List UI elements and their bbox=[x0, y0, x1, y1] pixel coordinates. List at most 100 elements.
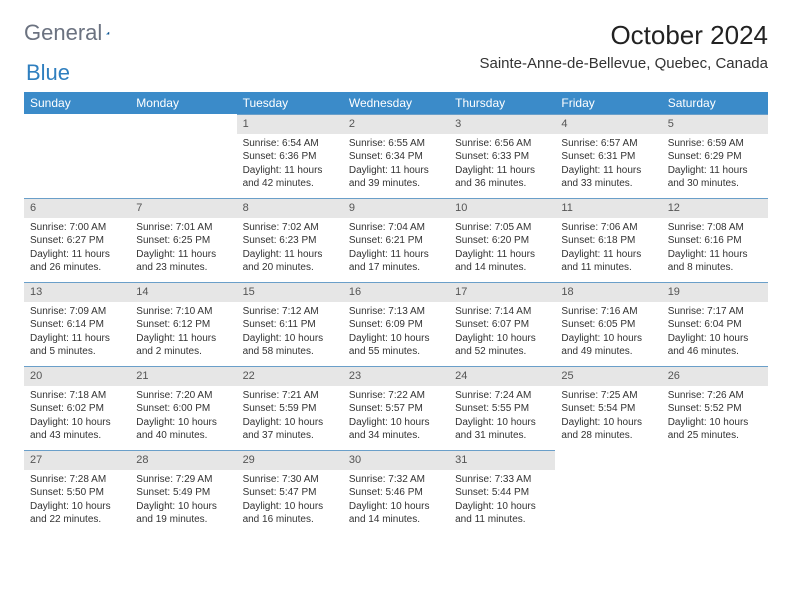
sunrise-text: Sunrise: 6:59 AM bbox=[668, 137, 762, 151]
day-details: Sunrise: 7:14 AMSunset: 6:07 PMDaylight:… bbox=[449, 302, 555, 362]
day-number: 27 bbox=[24, 450, 130, 470]
sunset-text: Sunset: 6:29 PM bbox=[668, 150, 762, 164]
calendar-day-cell: 2Sunrise: 6:55 AMSunset: 6:34 PMDaylight… bbox=[343, 114, 449, 198]
sunset-text: Sunset: 6:16 PM bbox=[668, 234, 762, 248]
sunrise-text: Sunrise: 7:30 AM bbox=[243, 473, 337, 487]
sunset-text: Sunset: 5:54 PM bbox=[561, 402, 655, 416]
day-details: Sunrise: 7:13 AMSunset: 6:09 PMDaylight:… bbox=[343, 302, 449, 362]
calendar-day-cell: 20Sunrise: 7:18 AMSunset: 6:02 PMDayligh… bbox=[24, 366, 130, 450]
day-details: Sunrise: 7:08 AMSunset: 6:16 PMDaylight:… bbox=[662, 218, 768, 278]
day-number: 5 bbox=[662, 114, 768, 134]
sunrise-text: Sunrise: 6:57 AM bbox=[561, 137, 655, 151]
month-title: October 2024 bbox=[479, 20, 768, 51]
day-details: Sunrise: 7:00 AMSunset: 6:27 PMDaylight:… bbox=[24, 218, 130, 278]
sunrise-text: Sunrise: 7:10 AM bbox=[136, 305, 230, 319]
day-number: 12 bbox=[662, 198, 768, 218]
sunset-text: Sunset: 5:46 PM bbox=[349, 486, 443, 500]
sunset-text: Sunset: 6:14 PM bbox=[30, 318, 124, 332]
day-number: 20 bbox=[24, 366, 130, 386]
day-number: 9 bbox=[343, 198, 449, 218]
calendar-day-cell: 6Sunrise: 7:00 AMSunset: 6:27 PMDaylight… bbox=[24, 198, 130, 282]
daylight-text: Daylight: 10 hours and 34 minutes. bbox=[349, 416, 443, 443]
day-number: 28 bbox=[130, 450, 236, 470]
calendar-day-cell: 18Sunrise: 7:16 AMSunset: 6:05 PMDayligh… bbox=[555, 282, 661, 366]
calendar-week-row: 6Sunrise: 7:00 AMSunset: 6:27 PMDaylight… bbox=[24, 198, 768, 282]
sunrise-text: Sunrise: 7:14 AM bbox=[455, 305, 549, 319]
calendar-day-cell: 31Sunrise: 7:33 AMSunset: 5:44 PMDayligh… bbox=[449, 450, 555, 534]
sunset-text: Sunset: 5:52 PM bbox=[668, 402, 762, 416]
day-details: Sunrise: 6:57 AMSunset: 6:31 PMDaylight:… bbox=[555, 134, 661, 194]
sunset-text: Sunset: 6:04 PM bbox=[668, 318, 762, 332]
sunrise-text: Sunrise: 7:12 AM bbox=[243, 305, 337, 319]
calendar-day-cell: 21Sunrise: 7:20 AMSunset: 6:00 PMDayligh… bbox=[130, 366, 236, 450]
calendar-body: 1Sunrise: 6:54 AMSunset: 6:36 PMDaylight… bbox=[24, 114, 768, 534]
calendar-day-cell bbox=[662, 450, 768, 534]
calendar-day-cell: 12Sunrise: 7:08 AMSunset: 6:16 PMDayligh… bbox=[662, 198, 768, 282]
calendar-day-cell: 9Sunrise: 7:04 AMSunset: 6:21 PMDaylight… bbox=[343, 198, 449, 282]
day-details: Sunrise: 7:28 AMSunset: 5:50 PMDaylight:… bbox=[24, 470, 130, 530]
title-block: October 2024 Sainte-Anne-de-Bellevue, Qu… bbox=[479, 20, 768, 78]
sunset-text: Sunset: 6:33 PM bbox=[455, 150, 549, 164]
sunset-text: Sunset: 6:31 PM bbox=[561, 150, 655, 164]
day-details: Sunrise: 7:17 AMSunset: 6:04 PMDaylight:… bbox=[662, 302, 768, 362]
logo-text-1: General bbox=[24, 20, 102, 46]
calendar-day-cell: 17Sunrise: 7:14 AMSunset: 6:07 PMDayligh… bbox=[449, 282, 555, 366]
sunrise-text: Sunrise: 7:25 AM bbox=[561, 389, 655, 403]
day-details: Sunrise: 6:59 AMSunset: 6:29 PMDaylight:… bbox=[662, 134, 768, 194]
sunrise-text: Sunrise: 7:00 AM bbox=[30, 221, 124, 235]
day-details: Sunrise: 7:12 AMSunset: 6:11 PMDaylight:… bbox=[237, 302, 343, 362]
weekday-header: Friday bbox=[555, 92, 661, 114]
sunrise-text: Sunrise: 7:17 AM bbox=[668, 305, 762, 319]
daylight-text: Daylight: 10 hours and 22 minutes. bbox=[30, 500, 124, 527]
sunrise-text: Sunrise: 7:21 AM bbox=[243, 389, 337, 403]
sunrise-text: Sunrise: 7:20 AM bbox=[136, 389, 230, 403]
sunrise-text: Sunrise: 7:24 AM bbox=[455, 389, 549, 403]
calendar-day-cell bbox=[130, 114, 236, 198]
calendar-day-cell: 3Sunrise: 6:56 AMSunset: 6:33 PMDaylight… bbox=[449, 114, 555, 198]
calendar-day-cell: 19Sunrise: 7:17 AMSunset: 6:04 PMDayligh… bbox=[662, 282, 768, 366]
sunrise-text: Sunrise: 7:22 AM bbox=[349, 389, 443, 403]
sunset-text: Sunset: 6:12 PM bbox=[136, 318, 230, 332]
sunset-text: Sunset: 6:34 PM bbox=[349, 150, 443, 164]
sunrise-text: Sunrise: 7:02 AM bbox=[243, 221, 337, 235]
weekday-header: Saturday bbox=[662, 92, 768, 114]
sunrise-text: Sunrise: 7:04 AM bbox=[349, 221, 443, 235]
sunrise-text: Sunrise: 6:55 AM bbox=[349, 137, 443, 151]
sunset-text: Sunset: 6:27 PM bbox=[30, 234, 124, 248]
day-details: Sunrise: 7:33 AMSunset: 5:44 PMDaylight:… bbox=[449, 470, 555, 530]
weekday-header: Monday bbox=[130, 92, 236, 114]
day-number: 24 bbox=[449, 366, 555, 386]
daylight-text: Daylight: 10 hours and 49 minutes. bbox=[561, 332, 655, 359]
day-details: Sunrise: 7:04 AMSunset: 6:21 PMDaylight:… bbox=[343, 218, 449, 278]
sunset-text: Sunset: 6:07 PM bbox=[455, 318, 549, 332]
calendar-day-cell: 5Sunrise: 6:59 AMSunset: 6:29 PMDaylight… bbox=[662, 114, 768, 198]
day-number: 10 bbox=[449, 198, 555, 218]
day-number: 6 bbox=[24, 198, 130, 218]
daylight-text: Daylight: 11 hours and 36 minutes. bbox=[455, 164, 549, 191]
day-details: Sunrise: 7:32 AMSunset: 5:46 PMDaylight:… bbox=[343, 470, 449, 530]
calendar-day-cell: 14Sunrise: 7:10 AMSunset: 6:12 PMDayligh… bbox=[130, 282, 236, 366]
calendar-day-cell: 22Sunrise: 7:21 AMSunset: 5:59 PMDayligh… bbox=[237, 366, 343, 450]
day-number: 2 bbox=[343, 114, 449, 134]
day-number: 22 bbox=[237, 366, 343, 386]
sunset-text: Sunset: 6:25 PM bbox=[136, 234, 230, 248]
calendar-day-cell: 11Sunrise: 7:06 AMSunset: 6:18 PMDayligh… bbox=[555, 198, 661, 282]
daylight-text: Daylight: 11 hours and 39 minutes. bbox=[349, 164, 443, 191]
daylight-text: Daylight: 10 hours and 52 minutes. bbox=[455, 332, 549, 359]
day-details: Sunrise: 7:05 AMSunset: 6:20 PMDaylight:… bbox=[449, 218, 555, 278]
sunrise-text: Sunrise: 7:09 AM bbox=[30, 305, 124, 319]
daylight-text: Daylight: 10 hours and 58 minutes. bbox=[243, 332, 337, 359]
day-number: 16 bbox=[343, 282, 449, 302]
calendar-week-row: 1Sunrise: 6:54 AMSunset: 6:36 PMDaylight… bbox=[24, 114, 768, 198]
daylight-text: Daylight: 10 hours and 11 minutes. bbox=[455, 500, 549, 527]
calendar-table: SundayMondayTuesdayWednesdayThursdayFrid… bbox=[24, 92, 768, 534]
day-details: Sunrise: 7:02 AMSunset: 6:23 PMDaylight:… bbox=[237, 218, 343, 278]
sunset-text: Sunset: 5:44 PM bbox=[455, 486, 549, 500]
sunrise-text: Sunrise: 7:06 AM bbox=[561, 221, 655, 235]
day-details: Sunrise: 6:55 AMSunset: 6:34 PMDaylight:… bbox=[343, 134, 449, 194]
day-details: Sunrise: 7:22 AMSunset: 5:57 PMDaylight:… bbox=[343, 386, 449, 446]
day-details: Sunrise: 7:24 AMSunset: 5:55 PMDaylight:… bbox=[449, 386, 555, 446]
daylight-text: Daylight: 11 hours and 42 minutes. bbox=[243, 164, 337, 191]
sunset-text: Sunset: 5:50 PM bbox=[30, 486, 124, 500]
weekday-header: Tuesday bbox=[237, 92, 343, 114]
